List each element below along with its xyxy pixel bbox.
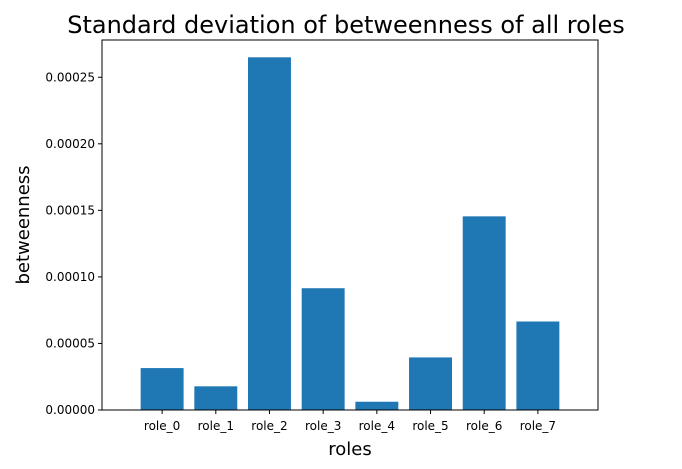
- plot-area: [140, 57, 560, 411]
- y-tick-label: 0.00020: [45, 137, 95, 151]
- x-axis: role_0 role_1 role_2 role_3 role_4 role_5 role…: [144, 410, 556, 433]
- y-tick-label: 0.00005: [45, 336, 95, 350]
- x-tick-label: role_1: [198, 419, 234, 433]
- bar-role_3: [301, 288, 345, 410]
- x-tick-label: role_5: [412, 419, 448, 433]
- y-axis: 0.00000 0.00005 0.00010 0.00015 0.00020 0.000…: [45, 70, 102, 417]
- y-tick-label: 0.00010: [45, 270, 95, 284]
- x-tick-label: role_0: [144, 419, 180, 433]
- plot-frame: [101, 39, 599, 411]
- x-tick-label: role_7: [520, 419, 556, 433]
- bar-role_6: [462, 216, 506, 410]
- x-tick-label: role_4: [359, 419, 395, 433]
- x-tick-label: role_2: [251, 419, 287, 433]
- bar-role_1: [194, 386, 238, 410]
- bar-role_5: [409, 357, 452, 410]
- bar-role_7: [516, 321, 560, 410]
- bar-role_4: [355, 401, 399, 410]
- x-tick-label: role_3: [305, 419, 341, 433]
- x-tick-label: role_6: [466, 419, 502, 433]
- bar-role_0: [140, 368, 184, 410]
- y-tick-label: 0.00025: [45, 70, 95, 84]
- y-axis-label: betweenness: [13, 165, 34, 284]
- y-tick-label: 0.00015: [45, 203, 95, 217]
- chart-title: Standard deviation of betweenness of all…: [67, 11, 625, 39]
- x-axis-label: roles: [328, 439, 371, 460]
- y-tick-label: 0.00000: [45, 403, 95, 417]
- bar-role_2: [248, 57, 291, 411]
